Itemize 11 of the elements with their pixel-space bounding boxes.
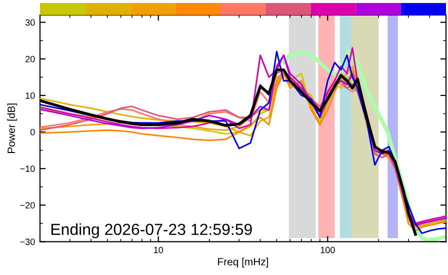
annotation: Ending 2026-07-23 12:59:59 [51, 223, 252, 238]
y-tick-label: 20 [26, 56, 35, 62]
y-tick-label: 0 [30, 128, 35, 136]
y-tick-label: −10 [20, 166, 35, 172]
x-tick-label: 100 [320, 246, 335, 254]
y-tick-label: 30 [25, 19, 35, 26]
x-axis-title: Freq [mHz] [218, 258, 268, 268]
y-tick-label: −20 [20, 202, 35, 208]
y-tick-label: 10 [26, 92, 35, 99]
y-tick-label: −30 [20, 238, 35, 246]
y-axis-title: Power [dB] [7, 104, 18, 153]
